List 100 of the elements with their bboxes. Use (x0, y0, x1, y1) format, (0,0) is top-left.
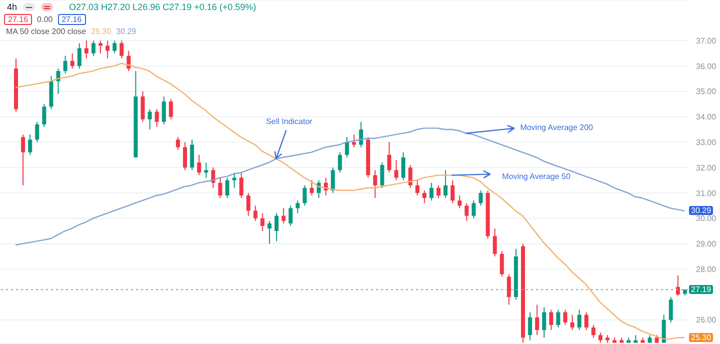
candlestick (218, 177, 222, 199)
candlestick (668, 296, 673, 323)
ref-line-label: 27.19 (689, 284, 714, 294)
annotation: 0.00 (37, 15, 53, 24)
candlestick (662, 314, 666, 344)
candlestick (28, 134, 32, 156)
candlestick (211, 167, 216, 188)
candlestick (302, 184, 307, 206)
candlestick (274, 212, 279, 242)
candlestick (373, 170, 378, 199)
annotation: Sell Indicator (266, 116, 312, 126)
candlestick (70, 52, 74, 70)
y-tick-label: 34.00 (696, 112, 717, 122)
candlestick (232, 172, 236, 188)
y-tick-label: 29.00 (696, 240, 717, 249)
candlestick (394, 159, 398, 181)
candlestick (444, 170, 448, 199)
text: 25.30 (689, 332, 714, 342)
candlestick (352, 134, 356, 148)
candlestick (197, 154, 202, 176)
candlestick (401, 152, 406, 181)
candlestick (464, 202, 469, 222)
candlestick (528, 312, 532, 341)
candlestick (288, 205, 293, 226)
candlestick (260, 212, 264, 232)
candlestick (98, 40, 102, 54)
candlestick (282, 208, 286, 224)
candlestick (120, 40, 124, 59)
annotation: 27.16 (4, 14, 32, 25)
candlestick (148, 108, 152, 130)
candlestick (549, 309, 554, 331)
candlestick (500, 250, 504, 278)
candlestick (422, 190, 426, 204)
candlestick (77, 42, 82, 70)
candlestick (183, 142, 187, 171)
candlestick (598, 332, 602, 344)
candlestick (492, 228, 497, 257)
y-tick-label: 35.00 (696, 87, 717, 96)
candlestick (387, 142, 392, 174)
y-tick-label: 28.00 (696, 264, 717, 274)
candlestick (168, 98, 173, 120)
candlestick (380, 162, 384, 188)
candlestick (415, 180, 420, 196)
candlestick (436, 184, 440, 199)
candlestick (330, 167, 335, 194)
candlestick (190, 139, 194, 171)
candlestick (225, 177, 230, 199)
candlestick (140, 90, 145, 122)
candlestick (478, 190, 483, 206)
candlestick (296, 200, 300, 214)
candlestick (577, 309, 582, 331)
candlestick (563, 309, 568, 326)
candlestick (176, 136, 180, 150)
candlestick (106, 40, 110, 59)
annotation: Moving Average 50 (502, 172, 570, 182)
annotation: 27.16 (58, 14, 86, 25)
chart-title: 4h (7, 2, 18, 12)
candlestick (458, 194, 462, 209)
candlestick (535, 304, 540, 336)
candlestick (359, 121, 364, 148)
candlestick (35, 121, 40, 143)
annotation: Moving Average 200 (520, 123, 593, 132)
candlestick (506, 274, 511, 306)
annotation: 25.30 (91, 27, 112, 36)
y-tick-label: 26.00 (696, 316, 717, 325)
candlestick (154, 108, 159, 128)
candlestick (268, 220, 272, 244)
candlestick (450, 180, 455, 204)
candlestick (472, 200, 476, 219)
candlestick (338, 152, 342, 174)
y-tick-label: 33.00 (696, 138, 717, 148)
candlestick (310, 180, 314, 196)
candlestick (556, 309, 560, 328)
annotation: MA 50 close 200 close (6, 27, 86, 36)
candlestick (21, 134, 26, 186)
y-tick-label: 30.00 (696, 214, 717, 224)
candlestick (204, 162, 208, 178)
candlestick (84, 40, 88, 59)
candlestick (162, 96, 166, 125)
y-tick-label: 37.00 (696, 36, 717, 46)
candlestick (591, 324, 596, 338)
candlestick (408, 164, 412, 188)
candlestick (676, 274, 680, 296)
candlestick (91, 40, 96, 56)
candlestick (42, 104, 46, 128)
annotation: 30.29 (116, 27, 136, 36)
candlestick (239, 172, 244, 199)
chart-subtitle: O27.03 H27.20 L26.96 C27.19 +0.16 (+0.59%) (69, 2, 256, 12)
candlestick (253, 205, 258, 222)
candlestick (429, 182, 434, 202)
y-tick-label: 32.00 (696, 163, 717, 172)
text: 30.29 (689, 206, 714, 215)
y-tick-label: 36.00 (696, 62, 717, 71)
y-tick-label: 31.00 (696, 188, 717, 198)
candlestick (570, 314, 574, 331)
candlestick (584, 312, 588, 331)
candlestick (112, 40, 117, 54)
candlestick (63, 55, 68, 74)
candlestick (246, 192, 250, 216)
candlestick (344, 136, 349, 158)
